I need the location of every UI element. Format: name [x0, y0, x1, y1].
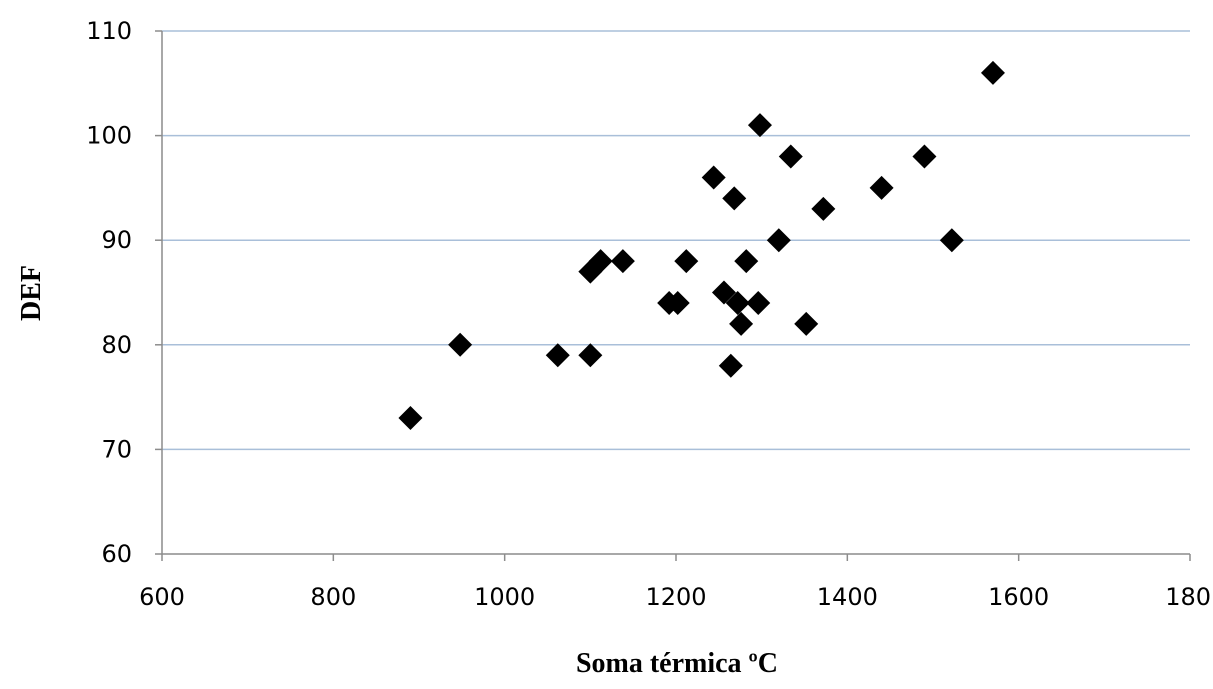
- data-point: [912, 144, 937, 169]
- data-point: [778, 144, 803, 169]
- axes: [155, 30, 1191, 561]
- data-point: [545, 343, 570, 368]
- data-point: [725, 290, 750, 315]
- data-point: [939, 228, 964, 253]
- x-axis-title: Soma térmica ºC: [576, 648, 778, 679]
- data-point: [398, 406, 423, 431]
- x-tick-label: 1200: [645, 583, 706, 611]
- data-point: [746, 290, 771, 315]
- data-point: [766, 228, 791, 253]
- x-tick-label: 1400: [817, 583, 878, 611]
- y-tick-label: 100: [86, 122, 132, 150]
- data-point: [588, 249, 613, 274]
- data-point: [665, 290, 690, 315]
- data-point: [722, 186, 747, 211]
- tick-labels: 60 70 80 90 100 110 600 800 1000 1200 1400 1600 180: [86, 17, 1211, 611]
- gridlines: [162, 30, 1190, 451]
- data-point: [729, 311, 754, 336]
- data-point: [980, 60, 1005, 85]
- data-points: [398, 60, 1005, 431]
- y-tick-label: 110: [86, 17, 132, 45]
- data-point: [701, 165, 726, 190]
- y-tick-label: 70: [101, 435, 132, 463]
- data-point: [610, 249, 635, 274]
- data-point: [734, 249, 759, 274]
- y-tick-label: 80: [101, 331, 132, 359]
- data-point: [674, 249, 699, 274]
- data-point: [794, 311, 819, 336]
- y-tick-label: 90: [101, 226, 132, 254]
- y-axis-title: DEF: [16, 265, 47, 321]
- data-point: [811, 196, 836, 221]
- x-tick-label: 1600: [988, 583, 1049, 611]
- x-tick-label: 800: [310, 583, 356, 611]
- data-point: [869, 175, 894, 200]
- x-tick-label: 180: [1165, 583, 1211, 611]
- x-tick-label: 600: [139, 583, 185, 611]
- data-point: [578, 343, 603, 368]
- data-point: [711, 280, 736, 305]
- y-tick-label: 60: [101, 540, 132, 568]
- data-point: [747, 113, 772, 138]
- x-tick-label: 1000: [474, 583, 535, 611]
- data-point: [718, 353, 743, 378]
- data-point: [448, 332, 473, 357]
